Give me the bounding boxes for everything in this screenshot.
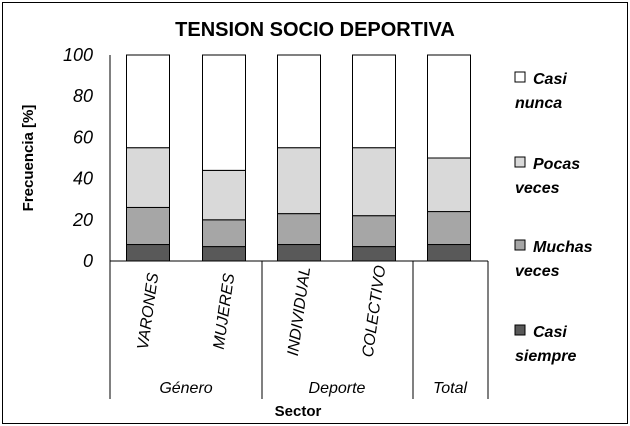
legend-swatch (514, 324, 526, 336)
x-axis-label: Sector (275, 403, 322, 420)
y-tick-label: 20 (72, 210, 93, 230)
y-axis-ticks: 0 20 40 60 80 100 (63, 45, 93, 271)
legend-swatch (514, 239, 526, 251)
category-label: VARONES (135, 272, 163, 351)
y-tick-label: 80 (73, 86, 93, 106)
axes (109, 55, 489, 399)
bar-segment (352, 246, 396, 262)
group-labels: Género Deporte Total (159, 380, 467, 397)
bar-segment (427, 244, 471, 262)
category-label: COLECTIVO (360, 264, 390, 358)
y-tick-label: 60 (73, 127, 93, 147)
bar-segment (277, 213, 321, 246)
y-tick-label: 100 (63, 45, 93, 65)
bar-segment (427, 157, 471, 213)
bar-segment (277, 147, 321, 215)
legend-swatch (514, 156, 526, 168)
legend-label: Pocas (533, 156, 580, 173)
legend-label: Casi (533, 324, 567, 341)
bar-segment (202, 54, 246, 171)
legend-label: Casi (533, 71, 567, 88)
bar-segment (352, 215, 396, 248)
bar-segment (352, 147, 396, 217)
bar-segment (277, 244, 321, 262)
legend: Casi nunca Pocas veces Muchas veces Casi siempr… (514, 71, 593, 365)
bar-segment (427, 211, 471, 246)
bar-segment (126, 206, 170, 246)
category-label: MUJERES (211, 272, 239, 350)
y-tick-label: 0 (83, 251, 93, 271)
bars (126, 54, 471, 262)
category-label: INDIVIDUAL (285, 266, 314, 357)
group-label: Total (433, 380, 468, 397)
chart-title: TENSION SOCIO DEPORTIVA (175, 19, 455, 41)
group-label: Género (159, 380, 212, 397)
legend-label: Muchas (533, 239, 593, 256)
group-label: Deporte (309, 380, 366, 397)
legend-label: veces (515, 180, 560, 197)
bar-segment (126, 54, 170, 149)
bar-segment (202, 246, 246, 262)
bar-segment (202, 219, 246, 248)
legend-swatch (514, 71, 526, 83)
bar-segment (126, 244, 170, 262)
bar-segment (126, 147, 170, 208)
y-axis-label: Frecuencia [%] (20, 105, 37, 212)
legend-label: nunca (515, 95, 562, 112)
bar-segment (202, 169, 246, 221)
bar-segment (277, 54, 321, 149)
y-tick-label: 40 (73, 169, 93, 189)
legend-label: veces (515, 263, 560, 280)
bar-segment (427, 54, 471, 159)
bar-segment (352, 54, 396, 149)
legend-label: siempre (515, 348, 576, 365)
